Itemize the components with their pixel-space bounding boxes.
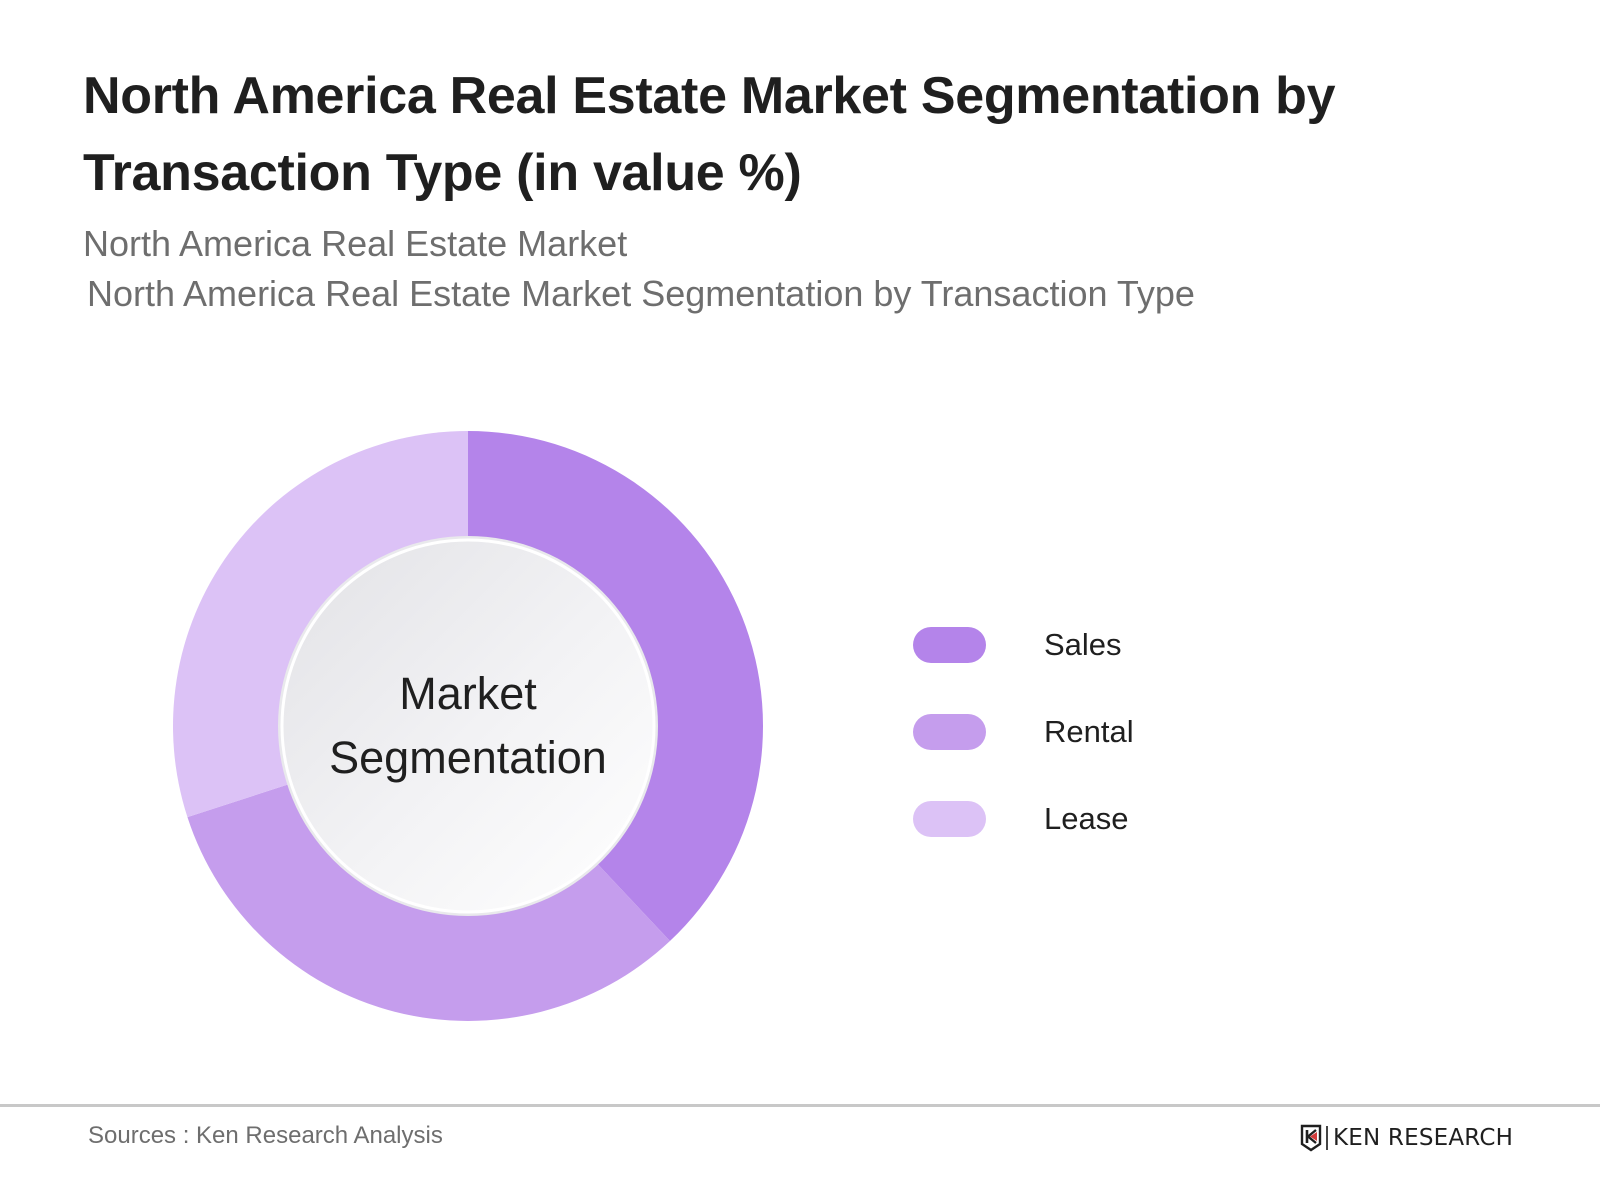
- legend-item-rental[interactable]: Rental: [913, 714, 1134, 750]
- legend-item-lease[interactable]: Lease: [913, 801, 1134, 837]
- logo-text: KEN RESEARCH: [1333, 1125, 1514, 1151]
- ken-research-shield-icon: [1300, 1124, 1322, 1152]
- legend-item-sales[interactable]: Sales: [913, 627, 1134, 663]
- chart-subtitle-market: North America Real Estate Market: [83, 223, 628, 264]
- legend-swatch-sales: [913, 627, 986, 663]
- legend-swatch-lease: [913, 801, 986, 837]
- legend-label-rental: Rental: [1044, 714, 1134, 749]
- legend-label-lease: Lease: [1044, 801, 1129, 836]
- footer-divider: [0, 1104, 1600, 1107]
- donut-hole: [280, 538, 656, 914]
- logo-separator: [1326, 1126, 1328, 1150]
- donut-chart-svg: [172, 431, 763, 1021]
- legend-label-sales: Sales: [1044, 627, 1122, 662]
- ken-research-logo: KEN RESEARCH: [1300, 1124, 1513, 1152]
- chart-title: North America Real Estate Market Segment…: [83, 67, 1336, 202]
- source-note: Sources : Ken Research Analysis: [88, 1122, 443, 1149]
- legend-swatch-rental: [913, 714, 986, 750]
- chart-legend: Sales Rental Lease: [913, 627, 1134, 888]
- chart-subtitle-segmentation: North America Real Estate Market Segment…: [87, 273, 1195, 314]
- donut-chart: Market Segmentation: [163, 421, 773, 1031]
